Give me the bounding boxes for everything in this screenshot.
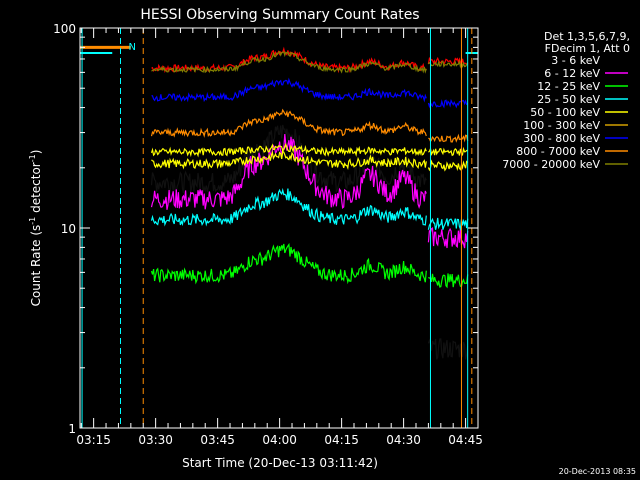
plot-frame xyxy=(79,27,479,429)
x-axis-label: Start Time (20-Dec-13 03:11:42) xyxy=(182,456,378,470)
legend-label-3: 25 - 50 keV xyxy=(537,93,600,106)
legend-label-6: 300 - 800 keV xyxy=(523,132,600,145)
y-label-prefix: Count Rate (s xyxy=(29,225,43,307)
legend-header-1: Det 1,3,5,6,7,9, xyxy=(544,30,630,43)
y-label-suffix: ) xyxy=(29,150,43,155)
x-tick-label: 04:00 xyxy=(262,433,297,447)
footer-timestamp: 20-Dec-2013 08:35 xyxy=(559,467,636,476)
y-label-sup2: -1 xyxy=(28,154,37,162)
x-tick-label: 03:15 xyxy=(76,433,111,447)
series-line-2 xyxy=(150,242,427,285)
series-line-1 xyxy=(150,133,427,210)
y-label-sup1: -1 xyxy=(28,217,37,225)
legend-label-5: 100 - 300 keV xyxy=(523,119,600,132)
y-tick-label: 100 xyxy=(53,22,76,36)
y-tick-label: 10 xyxy=(61,222,76,236)
x-tick-label: 03:30 xyxy=(138,433,173,447)
legend-label-8: 7000 - 20000 keV xyxy=(502,158,600,171)
x-tick-label: 04:45 xyxy=(448,433,483,447)
y-axis: 1 10 100 xyxy=(53,22,478,436)
x-tick-label: 04:15 xyxy=(324,433,359,447)
legend-label-4: 50 - 100 keV xyxy=(530,106,600,119)
series-line-7 xyxy=(150,108,427,138)
x-tick-label: 04:30 xyxy=(386,433,421,447)
legend-label-1: 6 - 12 keV xyxy=(544,67,600,80)
x-axis: 03:15 03:30 03:45 04:00 04:15 04:30 04:45 xyxy=(76,28,483,447)
legend-label-2: 12 - 25 keV xyxy=(537,80,600,93)
legend: Det 1,3,5,6,7,9, FDecim 1, Att 0 3 - 6 k… xyxy=(502,30,630,171)
series-line-3 xyxy=(150,187,427,227)
flag-marker-label: N xyxy=(129,42,136,53)
y-label-mid: detector xyxy=(29,162,43,217)
legend-label-0: 3 - 6 keV xyxy=(551,54,600,67)
series-line-0 xyxy=(150,124,427,196)
x-tick-label: 03:45 xyxy=(200,433,235,447)
series-line-4 xyxy=(151,150,427,170)
series-line-8 xyxy=(151,50,427,74)
legend-label-7: 800 - 7000 keV xyxy=(516,145,600,158)
series-line-6 xyxy=(151,77,427,103)
y-tick-label: 1 xyxy=(68,422,76,436)
y-axis-label: Count Rate (s-1 detector-1) xyxy=(28,150,43,307)
plot-area: N xyxy=(80,28,478,428)
series-line-5 xyxy=(150,142,427,158)
legend-header-2: FDecim 1, Att 0 xyxy=(545,42,630,55)
chart-title: HESSI Observing Summary Count Rates xyxy=(140,7,419,23)
